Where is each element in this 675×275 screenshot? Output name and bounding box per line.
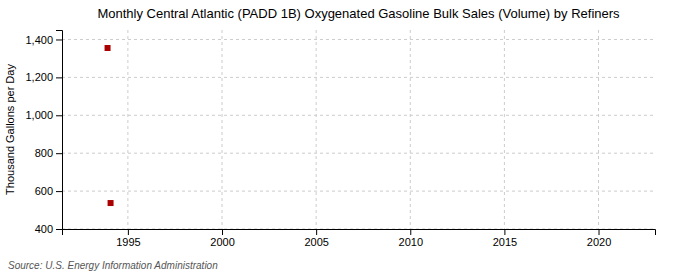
y-tick-mark bbox=[56, 229, 62, 230]
x-tick-label: 2015 bbox=[493, 236, 517, 248]
y-tick: 400 bbox=[35, 223, 62, 235]
plot-area: 1995 2000 2005 2010 2015 2020 400 600 800 1,000 1,… bbox=[25, 30, 655, 248]
y-grid-line bbox=[62, 153, 655, 154]
x-tick: 2005 bbox=[304, 229, 328, 248]
x-axis: 1995 2000 2005 2010 2015 2020 bbox=[63, 229, 656, 248]
x-grid-line bbox=[316, 30, 317, 229]
x-tick-label: 2020 bbox=[587, 236, 611, 248]
x-tick-label: 2010 bbox=[399, 236, 423, 248]
x-tick-mark bbox=[410, 229, 411, 235]
y-tick-label: 800 bbox=[35, 147, 53, 159]
points bbox=[105, 45, 114, 206]
x-tick-mark bbox=[128, 229, 129, 235]
y-tick: 1,000 bbox=[25, 109, 62, 121]
y-tick-label: 1,200 bbox=[25, 71, 53, 83]
point bbox=[108, 200, 114, 206]
y-grid-line bbox=[62, 115, 655, 116]
x-tick-label: 2000 bbox=[210, 236, 234, 248]
y-tick: 1,400 bbox=[25, 33, 62, 45]
y-axis-label: Thousand Gallons per Day bbox=[4, 64, 16, 195]
title: Monthly Central Atlantic (PADD 1B) Oxyge… bbox=[97, 6, 620, 21]
y-tick-mark bbox=[56, 77, 62, 78]
x-tick: 1995 bbox=[116, 229, 140, 248]
y-grid-line bbox=[62, 191, 655, 192]
y-tick: 1,200 bbox=[25, 71, 62, 83]
x-tick: 2010 bbox=[399, 229, 423, 248]
x-tick-mark bbox=[222, 229, 223, 235]
x-axis-line bbox=[63, 230, 656, 236]
y-grid-line bbox=[62, 39, 655, 40]
source-note: Source: U.S. Energy Information Administ… bbox=[8, 260, 218, 271]
x-tick-mark bbox=[504, 229, 505, 235]
x-tick-mark bbox=[599, 229, 600, 235]
y-tick-mark bbox=[56, 115, 62, 116]
x-tick: 2020 bbox=[587, 229, 611, 248]
y-tick-mark bbox=[56, 191, 62, 192]
x-grid-line bbox=[222, 30, 223, 229]
x-tick-mark bbox=[316, 229, 317, 235]
y-tick-label: 400 bbox=[35, 223, 53, 235]
x-grid-line bbox=[127, 30, 128, 229]
x-grid-line bbox=[598, 30, 599, 229]
y-grid-line bbox=[62, 77, 655, 78]
y-tick-mark bbox=[56, 153, 62, 154]
y-tick-label: 1,000 bbox=[25, 109, 53, 121]
chart-svg: 1995 2000 2005 2010 2015 2020 400 600 800 1,000 1,… bbox=[0, 0, 675, 275]
x-tick-label: 2005 bbox=[304, 236, 328, 248]
grid bbox=[62, 30, 655, 229]
x-grid-line bbox=[504, 30, 505, 229]
x-tick-label: 1995 bbox=[116, 236, 140, 248]
y-tick: 800 bbox=[35, 147, 62, 159]
y-tick-label: 600 bbox=[35, 185, 53, 197]
y-tick: 600 bbox=[35, 185, 62, 197]
point bbox=[105, 45, 111, 51]
x-tick: 2015 bbox=[493, 229, 517, 248]
y-axis-line bbox=[56, 31, 63, 230]
x-grid-line bbox=[410, 30, 411, 229]
chart-container: 1995 2000 2005 2010 2015 2020 400 600 800 1,000 1,… bbox=[0, 0, 675, 275]
x-tick: 2000 bbox=[210, 229, 234, 248]
y-tick-mark bbox=[56, 39, 62, 40]
y-axis: 400 600 800 1,000 1,200 1,400 bbox=[25, 31, 62, 236]
y-tick-label: 1,400 bbox=[25, 33, 53, 45]
